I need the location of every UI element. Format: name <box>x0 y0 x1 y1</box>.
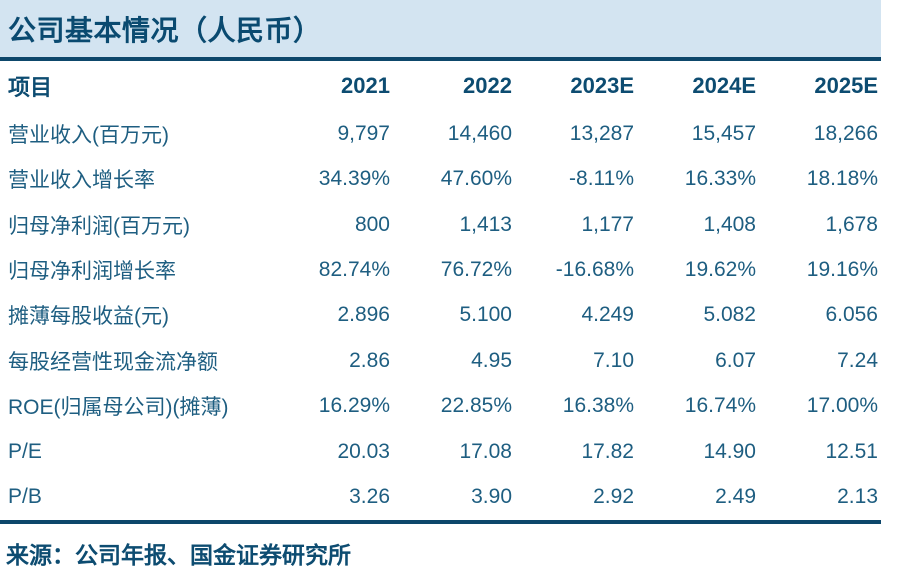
column-header-item: 项目 <box>8 75 53 100</box>
cell-value: 7.10 <box>593 348 634 372</box>
cell-value: 7.24 <box>837 348 878 372</box>
cell-value: 14,460 <box>447 121 512 145</box>
source-note: 来源：公司年报、国金证券研究所 <box>6 542 351 568</box>
cell-value: 20.03 <box>337 439 390 463</box>
table-row: P/E 20.03 17.08 17.82 14.90 12.51 <box>0 429 881 474</box>
cell-value: 2.896 <box>337 303 390 327</box>
cell-value: 6.07 <box>715 348 756 372</box>
cell-value: 16.74% <box>684 394 756 418</box>
cell-value: 4.95 <box>471 348 512 372</box>
column-header-2024e: 2024E <box>692 73 756 98</box>
column-header-2022: 2022 <box>463 73 512 98</box>
row-label: P/E <box>8 439 42 463</box>
cell-value: 18,266 <box>813 121 878 145</box>
cell-value: 1,177 <box>581 212 634 236</box>
column-header-2025e: 2025E <box>814 73 878 98</box>
cell-value: 9,797 <box>337 121 390 145</box>
cell-value: 14.90 <box>703 439 756 463</box>
cell-value: 34.39% <box>318 167 390 191</box>
top-rule <box>0 57 881 61</box>
column-header-2021: 2021 <box>341 73 390 98</box>
cell-value: -8.11% <box>569 167 634 191</box>
header-row: 项目 2021 2022 2023E 2024E 2025E <box>0 61 881 111</box>
financials-table: 项目 2021 2022 2023E 2024E 2025E 营业收入(百万元)… <box>0 61 881 520</box>
table-row: 归母净利润(百万元) 800 1,413 1,177 1,408 1,678 <box>0 202 881 247</box>
row-label: 归母净利润(百万元) <box>8 214 190 238</box>
cell-value: 1,413 <box>459 212 512 236</box>
cell-value: 17.00% <box>806 394 878 418</box>
cell-value: 12.51 <box>825 439 878 463</box>
row-label: 营业收入(百万元) <box>8 123 169 147</box>
title-band: 公司基本情况（人民币） <box>0 0 881 57</box>
cell-value: 5.100 <box>459 303 512 327</box>
cell-value: 82.74% <box>318 258 390 282</box>
table-row: P/B 3.26 3.90 2.92 2.49 2.13 <box>0 475 881 521</box>
cell-value: 3.90 <box>471 485 512 509</box>
row-label: 每股经营性现金流净额 <box>8 350 218 374</box>
cell-value: 19.16% <box>806 258 878 282</box>
cell-value: 19.62% <box>684 258 756 282</box>
cell-value: 1,408 <box>703 212 756 236</box>
cell-value: 47.60% <box>440 167 512 191</box>
cell-value: 6.056 <box>825 303 878 327</box>
cell-value: 2.13 <box>837 485 878 509</box>
row-label: P/B <box>8 485 42 509</box>
bottom-rule <box>0 520 881 524</box>
cell-value: 800 <box>354 212 390 236</box>
cell-value: 5.082 <box>703 303 756 327</box>
cell-value: 17.08 <box>459 439 512 463</box>
table-row: 营业收入增长率 34.39% 47.60% -8.11% 16.33% 18.18% <box>0 156 881 201</box>
cell-value: 16.38% <box>562 394 634 418</box>
cell-value: 16.29% <box>318 394 390 418</box>
table-row: ROE(归属母公司)(摊薄) 16.29% 22.85% 16.38% 16.74% 17… <box>0 384 881 429</box>
cell-value: 15,457 <box>691 121 756 145</box>
column-header-2023e: 2023E <box>570 73 634 98</box>
cell-value: 76.72% <box>440 258 512 282</box>
cell-value: 2.86 <box>349 348 390 372</box>
cell-value: 22.85% <box>440 394 512 418</box>
row-label: 摊薄每股收益(元) <box>8 305 169 329</box>
cell-value: 2.92 <box>593 485 634 509</box>
table-row: 营业收入(百万元) 9,797 14,460 13,287 15,457 18,266 <box>0 111 881 156</box>
row-label: ROE(归属母公司)(摊薄) <box>8 396 229 420</box>
table-row: 每股经营性现金流净额 2.86 4.95 7.10 6.07 7.24 <box>0 338 881 383</box>
cell-value: 4.249 <box>581 303 634 327</box>
table-body: 营业收入(百万元) 9,797 14,460 13,287 15,457 18,266 营业… <box>0 111 881 520</box>
row-label: 归母净利润增长率 <box>8 260 176 284</box>
cell-value: 18.18% <box>806 167 878 191</box>
table-row: 归母净利润增长率 82.74% 76.72% -16.68% 19.62% 19.16% <box>0 247 881 292</box>
row-label: 营业收入增长率 <box>8 169 155 193</box>
cell-value: -16.68% <box>555 258 634 282</box>
cell-value: 17.82 <box>581 439 634 463</box>
cell-value: 1,678 <box>825 212 878 236</box>
cell-value: 13,287 <box>569 121 634 145</box>
cell-value: 16.33% <box>684 167 756 191</box>
cell-value: 2.49 <box>715 485 756 509</box>
table-row: 摊薄每股收益(元) 2.896 5.100 4.249 5.082 6.056 <box>0 293 881 338</box>
table-title: 公司基本情况（人民币） <box>8 14 322 46</box>
cell-value: 3.26 <box>349 485 390 509</box>
